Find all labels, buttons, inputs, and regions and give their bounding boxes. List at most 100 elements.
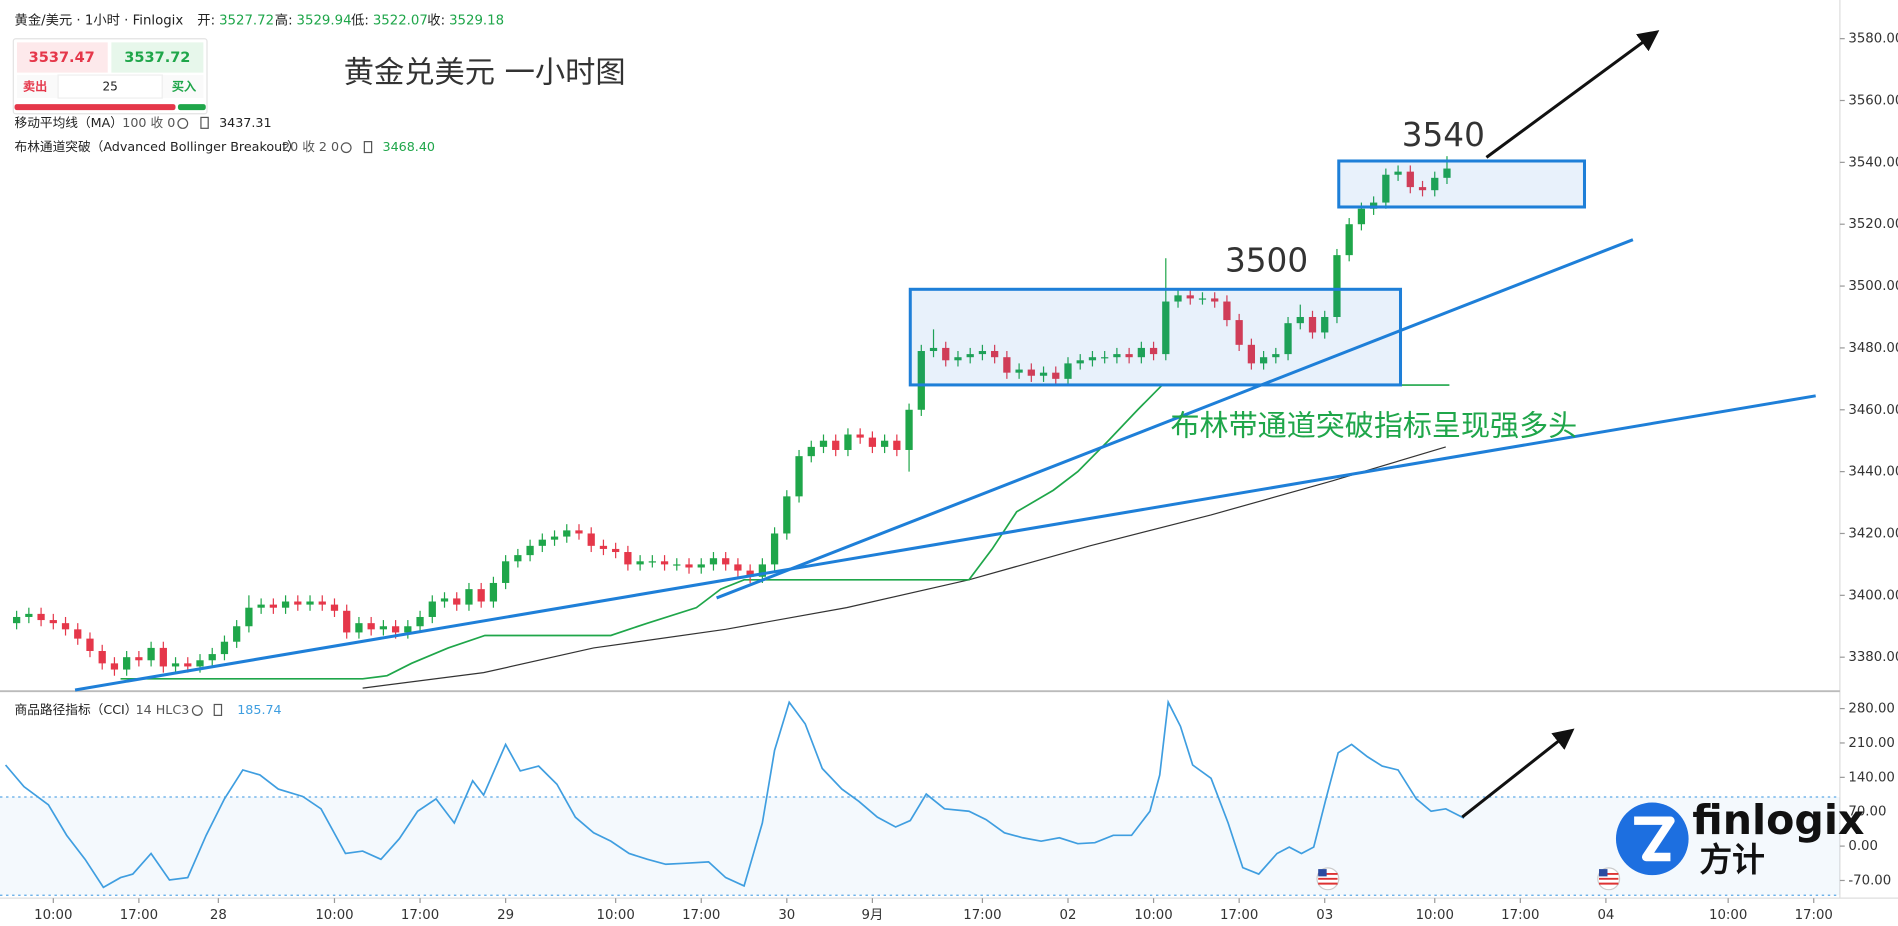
delete-icon[interactable] <box>213 703 223 716</box>
candle-body <box>465 589 473 605</box>
candle-body <box>281 601 290 608</box>
candle-body <box>1015 369 1023 373</box>
candle-body <box>929 347 938 352</box>
candle-body <box>1076 360 1084 364</box>
candle-body <box>783 496 791 534</box>
event-flag <box>1597 867 1621 891</box>
candle-body <box>220 641 229 655</box>
event-flag <box>1316 867 1340 891</box>
candle-body <box>1272 354 1280 358</box>
sell-label: 卖出 <box>23 79 47 94</box>
candle-body <box>1247 344 1256 364</box>
candle-body <box>538 539 546 546</box>
candle-body <box>1418 187 1427 191</box>
candle-body <box>746 570 754 577</box>
indicator-params: 14 HLC3 <box>136 702 190 717</box>
candle-body <box>294 601 302 605</box>
settings-icon[interactable] <box>340 142 352 154</box>
candle-body <box>1137 347 1145 358</box>
indicator-value: 185.74 <box>237 702 281 717</box>
x-tick-label: 17:00 <box>1220 908 1258 923</box>
candle-body <box>1357 208 1366 225</box>
candle-body <box>734 564 742 571</box>
trend-line <box>74 394 1816 692</box>
indicator-line <box>4 699 1465 889</box>
candle-body <box>893 440 901 450</box>
y-tick-label: 70.00 <box>1848 805 1886 820</box>
x-tick-label: 10:00 <box>596 908 634 923</box>
candle-body <box>1064 363 1072 379</box>
candle-body <box>587 533 595 546</box>
indicator-name: 布林通道突破（Advanced Bollinger Breakout） <box>15 139 300 154</box>
candle-body <box>110 663 119 670</box>
settings-icon[interactable] <box>191 705 203 716</box>
candle-body <box>1101 357 1109 359</box>
candle-body <box>12 616 21 624</box>
candle-body <box>636 561 644 565</box>
candle-body <box>1027 369 1035 376</box>
arrow <box>1461 728 1575 819</box>
candle-body <box>905 409 913 450</box>
candle-body <box>1259 357 1268 364</box>
candle-body <box>269 604 277 608</box>
x-tick-label: 17:00 <box>120 908 158 923</box>
candle-body <box>1211 298 1219 302</box>
candle-body <box>171 663 180 667</box>
y-tick-label: 3560.00 <box>1848 94 1898 109</box>
candle-body <box>233 626 241 642</box>
candle-body <box>966 354 974 358</box>
candle-body <box>343 610 351 633</box>
candle-body <box>1039 372 1048 376</box>
candle-body <box>1296 316 1304 324</box>
y-tick-label: 3440.00 <box>1848 465 1898 480</box>
candle-body <box>123 657 131 670</box>
logo-glyph <box>1634 816 1675 862</box>
trend-line <box>716 238 1634 600</box>
candle-body <box>355 623 363 633</box>
candle-body <box>404 626 412 633</box>
candle-body <box>98 650 106 664</box>
candle-body <box>25 613 33 617</box>
candle-body <box>74 629 82 639</box>
y-tick-label: 3380.00 <box>1848 650 1898 665</box>
settings-icon[interactable] <box>177 118 189 129</box>
candle-body <box>477 589 485 602</box>
candle-body <box>758 564 766 577</box>
candle-body <box>624 552 632 565</box>
x-tick-label: 17:00 <box>1795 908 1833 923</box>
delete-icon[interactable] <box>200 116 209 129</box>
field-value: 3529.18 <box>449 14 504 29</box>
indicator-name: 商品路径指标（CCI） <box>15 702 138 717</box>
candle-body <box>832 440 840 450</box>
delete-icon[interactable] <box>363 141 373 154</box>
x-tick-label: 02 <box>1060 908 1077 923</box>
field-label: 开: <box>197 14 215 29</box>
candle-body <box>1162 301 1170 355</box>
x-tick-label: 10:00 <box>34 908 72 923</box>
candle-body <box>991 351 999 358</box>
candle-body <box>1345 224 1353 256</box>
y-tick-label: 210.00 <box>1848 736 1895 751</box>
qty-input[interactable] <box>57 74 163 99</box>
arrow <box>1485 30 1660 159</box>
buy-bar <box>177 104 206 111</box>
candle-body <box>37 613 45 621</box>
candle-body <box>563 530 571 537</box>
field-value: 3529.94 <box>297 14 352 29</box>
x-tick-label: 9月 <box>862 908 884 923</box>
buy-button[interactable] <box>111 42 204 73</box>
y-tick-label: 0.00 <box>1848 839 1878 854</box>
candle-body <box>1321 316 1329 333</box>
candle-body <box>379 626 388 630</box>
sell-button[interactable] <box>16 42 108 73</box>
candle-body <box>184 663 192 667</box>
candle-body <box>135 657 143 661</box>
candle-body <box>550 536 559 540</box>
candle-body <box>1235 320 1243 345</box>
candle-body <box>1406 171 1414 188</box>
y-tick-label: -70.00 <box>1848 873 1891 888</box>
candle-body <box>1186 295 1194 299</box>
